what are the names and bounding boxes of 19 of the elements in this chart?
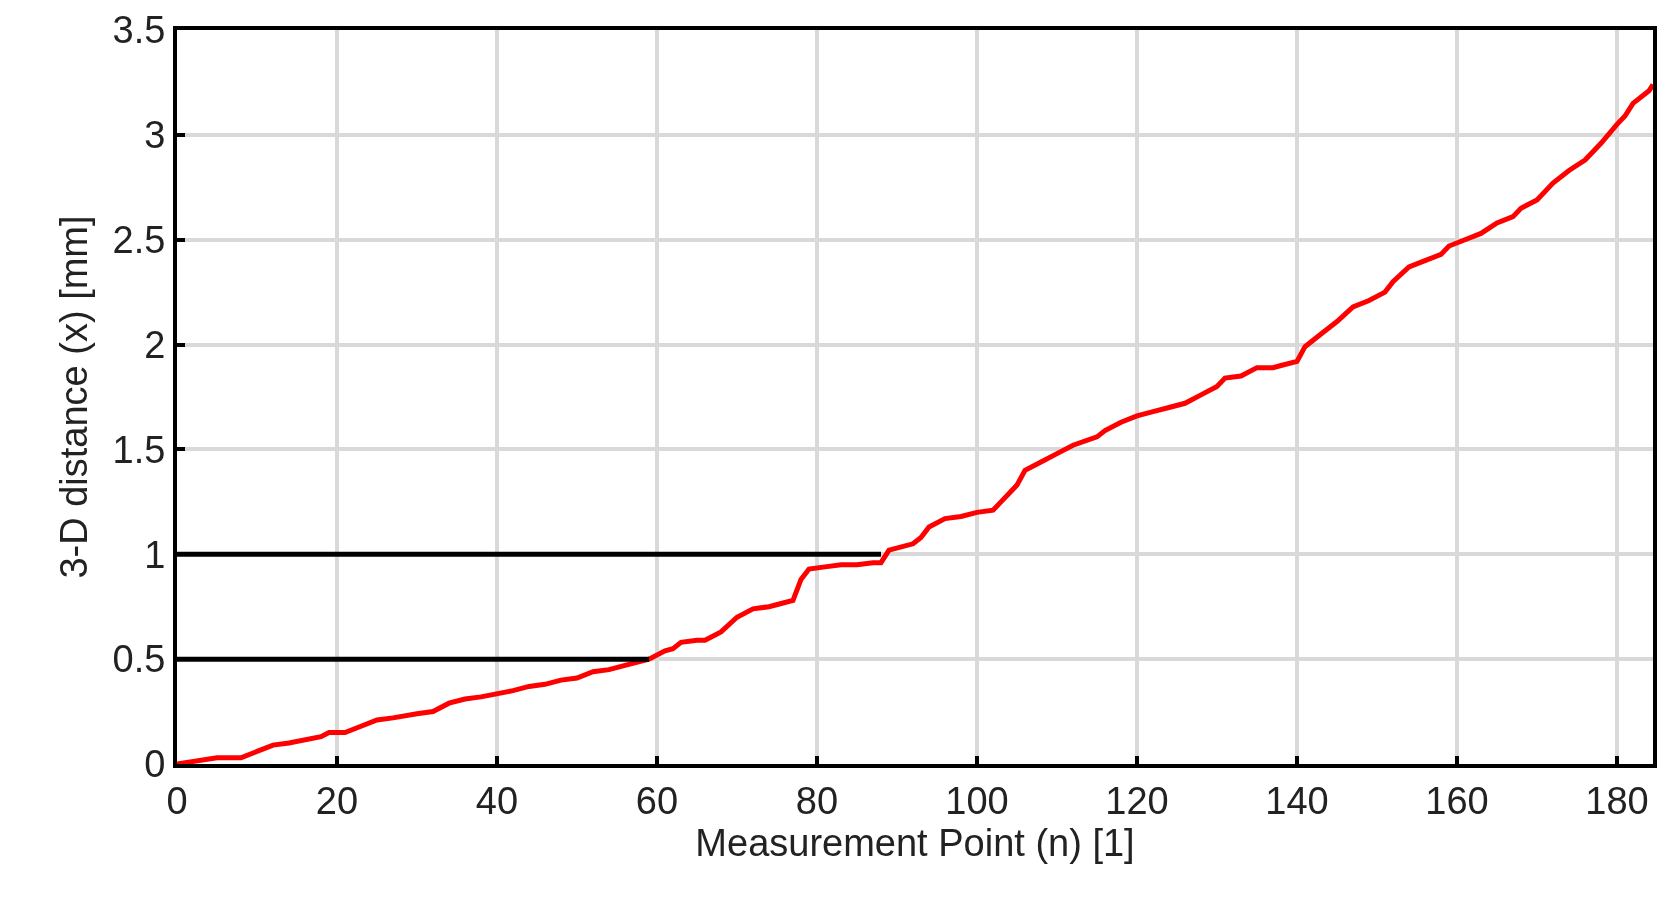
y-tick-label: 0 (144, 743, 166, 786)
y-tick-label: 2 (144, 323, 166, 366)
y-tick-label: 2.5 (112, 219, 166, 262)
y-tick-label: 1 (144, 533, 166, 576)
x-tick-label: 160 (1425, 779, 1489, 822)
x-tick-label: 100 (945, 779, 1009, 822)
y-tick-label: 3.5 (112, 9, 166, 52)
x-tick-label: 80 (795, 779, 839, 822)
x-tick-label: 140 (1265, 779, 1329, 822)
y-tick-label: 0.5 (112, 638, 166, 681)
x-tick-label: 120 (1105, 779, 1169, 822)
y-axis-title: 3-D distance (x) [mm] (53, 215, 96, 579)
x-tick-label: 20 (315, 779, 359, 822)
x-axis-title: Measurement Point (n) [1] (695, 821, 1135, 864)
y-tick-label: 3 (144, 114, 166, 157)
x-tick-label: 60 (635, 779, 679, 822)
x-tick-label: 40 (475, 779, 519, 822)
y-tick-label: 1.5 (112, 428, 166, 471)
x-tick-label: 180 (1585, 779, 1649, 822)
